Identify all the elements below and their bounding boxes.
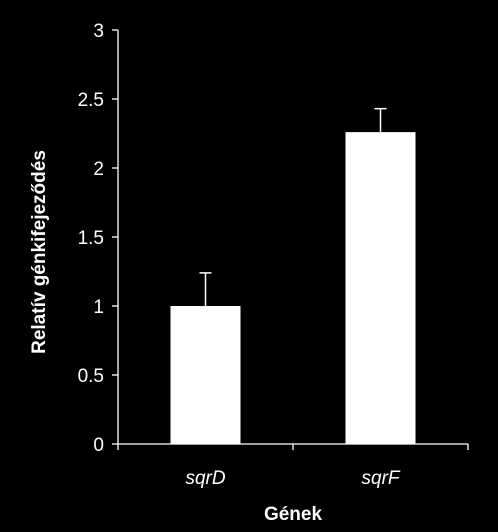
y-tick-label: 3 bbox=[93, 21, 104, 42]
error-bars bbox=[199, 107, 387, 306]
bars bbox=[170, 132, 416, 444]
y-tick-label: 2.5 bbox=[78, 90, 104, 111]
y-tick-label: 1.5 bbox=[78, 228, 104, 249]
y-tick-label: 0.5 bbox=[78, 366, 104, 387]
x-axis-title: Gének bbox=[264, 504, 323, 525]
y-tick-label: 0 bbox=[93, 435, 104, 456]
labels: Gének Relatív génkifejeződés 0 0.5 1 1.5 2 2.… bbox=[29, 21, 401, 525]
bar-sqrD bbox=[170, 306, 241, 444]
x-tick-label: sqrF bbox=[362, 468, 401, 489]
y-tick-label: 2 bbox=[93, 159, 104, 180]
bar-sqrF bbox=[345, 132, 416, 444]
y-axis-title: Relatív génkifejeződés bbox=[29, 150, 50, 354]
y-tick-label: 1 bbox=[93, 297, 104, 318]
x-tick-label: sqrD bbox=[185, 468, 225, 489]
